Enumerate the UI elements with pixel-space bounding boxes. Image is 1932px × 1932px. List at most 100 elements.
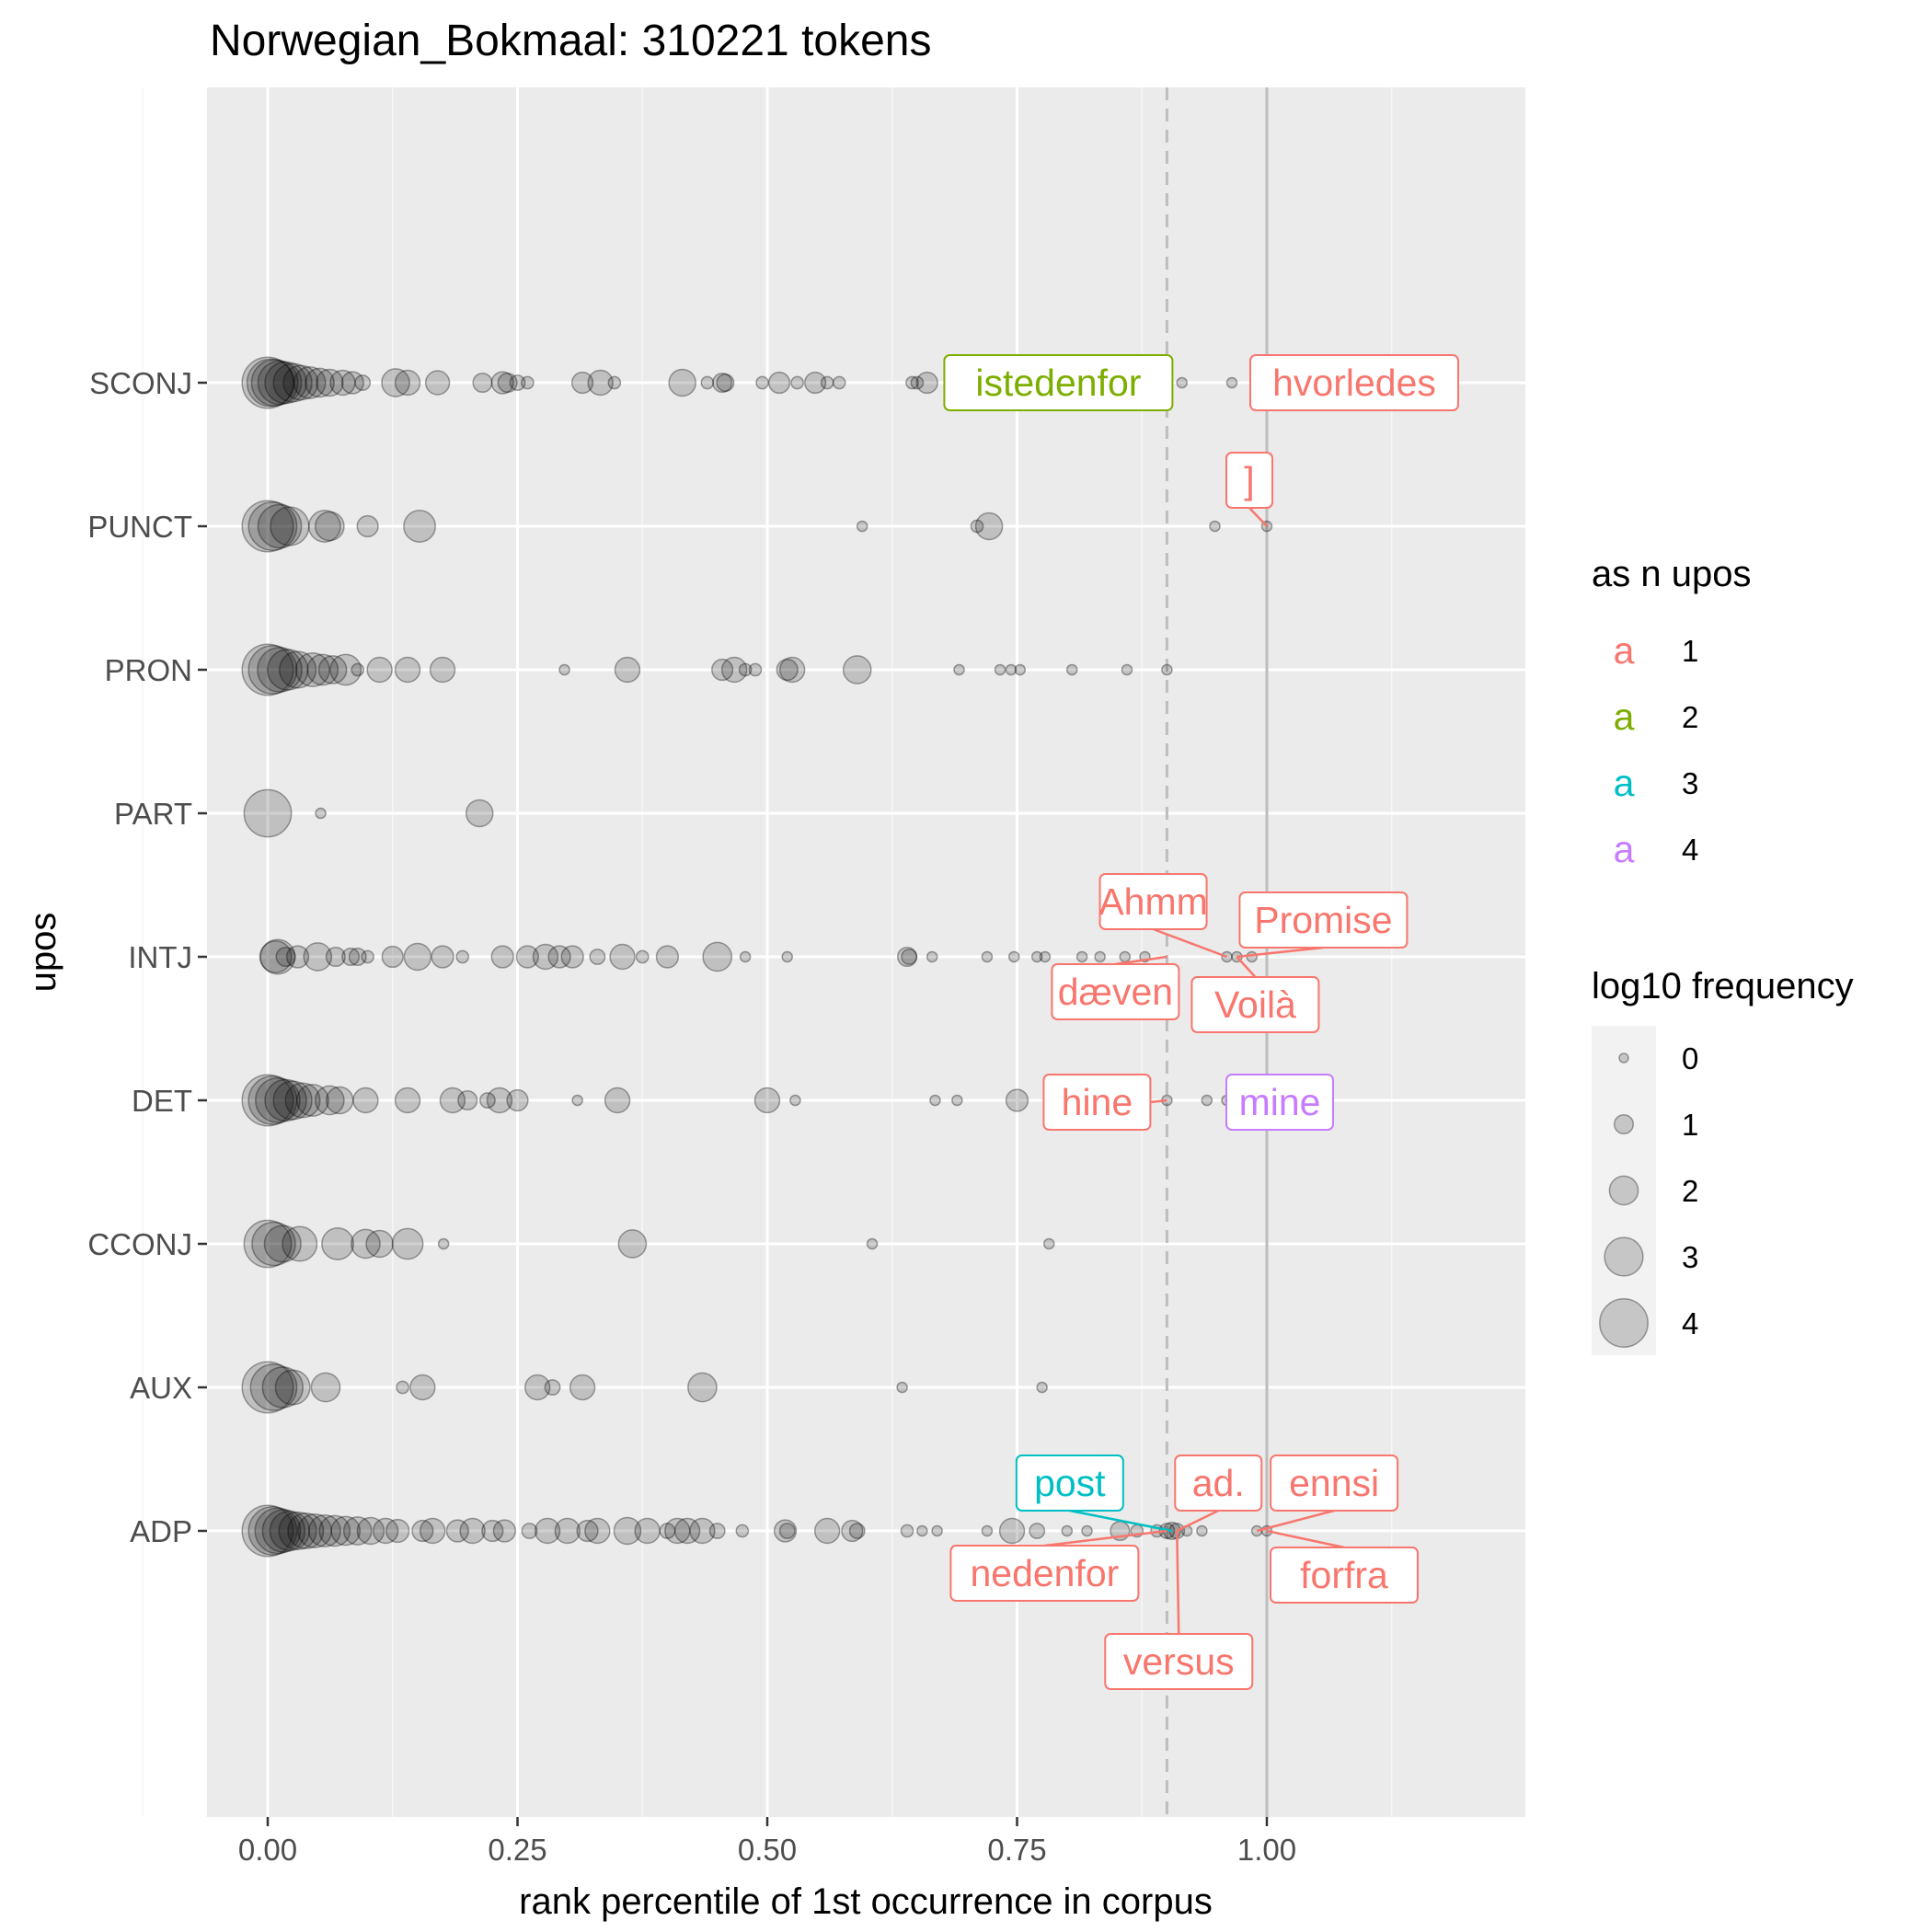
data-point — [247, 501, 298, 551]
data-point — [534, 1517, 561, 1545]
data-point — [348, 948, 367, 966]
data-point — [1094, 950, 1106, 963]
data-point — [261, 1366, 305, 1409]
label-text: post — [1034, 1462, 1106, 1504]
legend-size-label: 0 — [1682, 1041, 1698, 1075]
legend-size-key — [1604, 1236, 1644, 1277]
data-point — [351, 662, 365, 677]
data-point — [272, 1080, 313, 1121]
data-point — [664, 1517, 691, 1545]
x-axis-title: rank percentile of 1st occurrence in cor… — [519, 1881, 1213, 1922]
data-point — [356, 1516, 385, 1546]
point-label: Ahmm — [1098, 873, 1227, 959]
data-point — [866, 1237, 879, 1250]
data-point — [506, 1088, 529, 1112]
y-axis-title: upos — [23, 913, 63, 993]
data-point — [848, 1523, 866, 1539]
data-point — [257, 360, 303, 406]
data-point — [998, 1517, 1026, 1545]
data-point — [813, 1517, 841, 1545]
data-point — [1005, 663, 1018, 676]
data-point — [247, 645, 298, 695]
legend-color-label: 2 — [1682, 700, 1698, 734]
point-label: versus — [1104, 1530, 1254, 1690]
data-point — [354, 374, 372, 391]
data-point — [445, 1519, 469, 1543]
legend-size-label: 2 — [1682, 1174, 1698, 1208]
label-text: ad. — [1192, 1462, 1245, 1504]
x-axis: 0.00 0.25 0.50 0.75 1.00 — [238, 1817, 1296, 1867]
point-labels: istedenfor hvorledes] Ahmm Promise dæven Voil… — [943, 354, 1459, 1690]
data-point — [385, 1518, 410, 1544]
label-box — [943, 354, 1174, 411]
label-box — [1174, 1455, 1263, 1512]
y-tick-label: CCONJ — [87, 1227, 192, 1261]
data-point — [617, 1229, 648, 1259]
data-point — [293, 366, 327, 399]
data-point — [352, 1087, 379, 1114]
data-point — [314, 511, 345, 542]
data-point — [755, 375, 769, 390]
label-text: versus — [1123, 1640, 1235, 1683]
data-point — [394, 656, 421, 684]
legend-size-key — [1599, 1298, 1649, 1348]
data-point — [241, 643, 294, 696]
label-box — [1104, 1633, 1254, 1690]
data-point — [264, 1078, 307, 1122]
data-point — [711, 658, 734, 682]
data-point — [673, 1517, 701, 1545]
label-box — [1270, 1455, 1399, 1512]
data-point — [856, 520, 868, 533]
data-point — [305, 367, 335, 398]
data-point — [668, 368, 696, 397]
data-point — [381, 368, 410, 397]
data-point — [250, 359, 299, 407]
data-point — [571, 1094, 583, 1107]
data-point — [1161, 663, 1173, 676]
data-point — [270, 506, 310, 546]
data-point — [372, 1517, 399, 1545]
data-point — [486, 1087, 513, 1114]
point-label: hvorledes — [1249, 354, 1459, 411]
data-point — [492, 1519, 517, 1543]
point-label: post — [1015, 1455, 1173, 1533]
data-point — [325, 1086, 354, 1115]
data-point — [1121, 663, 1133, 676]
data-point — [842, 655, 872, 684]
data-point — [394, 369, 421, 397]
point-label: mine — [1225, 1074, 1334, 1131]
data-point — [391, 1227, 424, 1260]
data-point — [1119, 950, 1132, 963]
label-box — [1225, 1074, 1334, 1131]
data-point — [439, 1087, 466, 1114]
data-point — [285, 945, 310, 969]
label-leader — [1044, 1529, 1167, 1547]
label-leader — [1248, 507, 1268, 527]
label-box — [1249, 354, 1459, 411]
data-point — [307, 1514, 341, 1547]
data-point — [455, 949, 470, 964]
data-point — [778, 656, 806, 684]
data-point — [929, 1094, 941, 1107]
data-point — [251, 1221, 296, 1267]
y-tick-label: ADP — [130, 1514, 192, 1548]
point-label: ennsi — [1256, 1455, 1399, 1533]
y-axis: ADP AUX CCONJ DET INTJ PART PRON PUNCT SCONJ — [87, 366, 207, 1548]
label-text: Ahmm — [1098, 880, 1207, 923]
data-point — [1061, 1524, 1074, 1537]
data-point — [970, 519, 984, 534]
data-point — [689, 1517, 716, 1545]
data-point — [901, 949, 918, 965]
data-point — [342, 1516, 373, 1546]
label-leader — [1236, 956, 1257, 978]
legend-size-key — [1608, 1175, 1639, 1206]
data-point — [478, 1092, 496, 1109]
legend-color: as n upos a 1 a 2 a 3 a 4 — [1592, 554, 1751, 870]
data-point — [981, 950, 994, 963]
data-point — [481, 1519, 504, 1543]
label-leader — [1069, 1509, 1173, 1533]
legend-size-label: 3 — [1682, 1240, 1698, 1274]
data-point — [241, 1074, 294, 1127]
y-tick-label: DET — [132, 1084, 192, 1118]
